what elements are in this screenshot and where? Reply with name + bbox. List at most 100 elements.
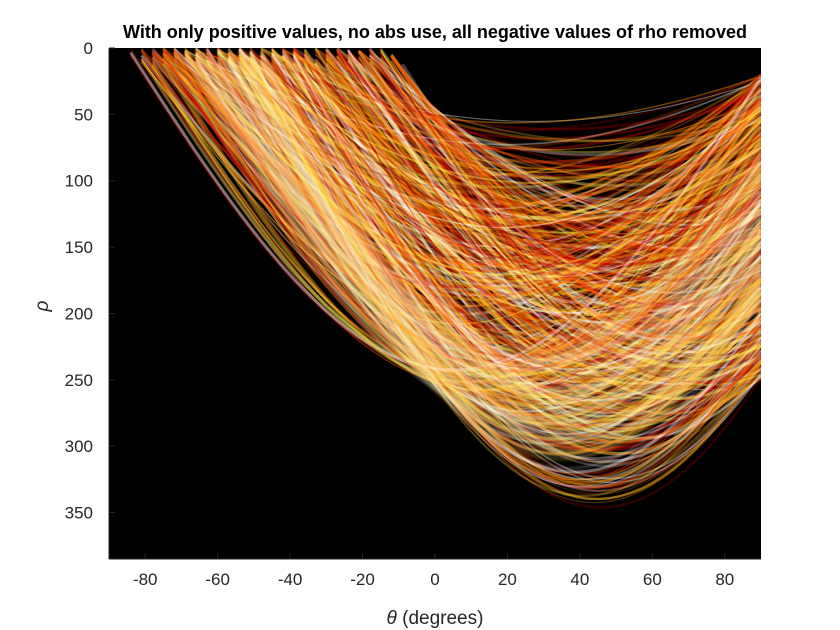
hough-curve xyxy=(271,51,761,268)
hough-curve xyxy=(271,62,761,481)
hough-curve xyxy=(238,48,761,276)
hough-curve xyxy=(238,48,761,274)
hough-curve xyxy=(206,50,761,178)
hough-curve xyxy=(358,57,761,369)
hough-curve xyxy=(217,51,761,312)
hough-curve xyxy=(282,48,761,252)
hough-curve xyxy=(292,51,761,456)
hough-curve xyxy=(227,50,761,275)
hough-curve xyxy=(292,50,761,264)
hough-curve xyxy=(336,56,761,348)
hough-curve xyxy=(260,57,761,315)
hough-curve xyxy=(325,53,761,192)
hough-curve xyxy=(325,54,761,290)
hough-curve xyxy=(249,48,761,245)
hough-curve xyxy=(271,51,761,398)
hough-curve xyxy=(281,54,761,324)
hough-curve xyxy=(249,49,761,228)
bright-band xyxy=(217,59,761,434)
x-tick-label: -40 xyxy=(278,570,303,589)
x-tick-label: 40 xyxy=(570,570,589,589)
bright-band xyxy=(238,51,761,435)
bright-band xyxy=(260,55,761,421)
hough-curve xyxy=(249,55,761,246)
hough-curve xyxy=(293,51,761,455)
hough-curve xyxy=(358,51,761,363)
hough-curve xyxy=(369,54,761,226)
x-axis-label-symbol: θ xyxy=(387,608,398,629)
hough-curve xyxy=(260,51,761,260)
hough-curve xyxy=(270,59,761,315)
hough-curve xyxy=(260,55,761,284)
hough-curve xyxy=(249,49,761,219)
hough-curve xyxy=(293,48,761,160)
hough-curve xyxy=(184,49,761,146)
hough-curve xyxy=(238,53,761,179)
hough-curve xyxy=(260,54,761,263)
hough-curve xyxy=(238,48,761,221)
hough-curve xyxy=(347,53,761,210)
bright-band xyxy=(227,54,761,384)
hough-curve xyxy=(282,52,761,272)
hough-curve xyxy=(325,55,761,214)
chart-title: With only positive values, no abs use, a… xyxy=(123,22,747,42)
hough-curve xyxy=(292,55,761,439)
bright-band xyxy=(249,64,761,469)
hough-curve xyxy=(227,52,761,170)
hough-curve xyxy=(380,60,761,343)
hough-curve xyxy=(249,51,761,235)
hough-curve xyxy=(151,52,761,297)
hough-curve xyxy=(358,62,761,390)
hough-curve xyxy=(281,69,761,488)
hough-curve xyxy=(271,59,761,368)
hough-curve xyxy=(271,51,761,156)
x-axis-label: θ (degrees) xyxy=(387,608,484,629)
hough-curve xyxy=(292,50,761,201)
hough-curve xyxy=(314,51,761,237)
hough-curve xyxy=(293,52,761,225)
y-tick-label: 100 xyxy=(65,172,93,191)
hough-curve xyxy=(271,48,761,214)
y-axis: 0 50 100 150 200 250 300 350 xyxy=(65,39,115,559)
hough-curve xyxy=(336,56,761,300)
hough-curve xyxy=(346,49,761,400)
hough-curve xyxy=(260,48,761,208)
x-tick-label: 60 xyxy=(643,570,662,589)
x-tick-label: 20 xyxy=(498,570,517,589)
x-axis: -80 -60 -40 -20 0 20 40 60 80 xyxy=(109,553,761,589)
bright-band xyxy=(217,66,761,425)
heatmap-curves xyxy=(129,48,761,509)
y-tick-label: 50 xyxy=(74,105,93,124)
hough-curve xyxy=(292,48,761,266)
hough-curve xyxy=(380,58,761,343)
bright-band xyxy=(184,52,761,375)
hough-curve xyxy=(260,48,761,272)
hough-curve xyxy=(325,49,761,207)
hough-curve xyxy=(271,53,761,221)
hough-curve xyxy=(282,48,761,169)
hough-curve xyxy=(270,50,761,249)
hough-curve xyxy=(194,48,761,205)
y-tick-label: 250 xyxy=(65,371,93,390)
hough-curve xyxy=(282,51,761,267)
hough-curve xyxy=(140,60,761,309)
hough-curve xyxy=(390,60,761,386)
hough-curve xyxy=(238,53,761,180)
hough-curve xyxy=(162,56,761,349)
y-tick-label: 350 xyxy=(65,504,93,523)
hough-curve xyxy=(162,52,761,297)
hough-curve xyxy=(293,51,761,177)
hough-curve xyxy=(260,48,761,202)
hough-curve xyxy=(249,55,761,280)
hough-curve xyxy=(325,57,761,246)
hough-curve xyxy=(282,49,761,142)
bright-band xyxy=(249,59,761,452)
hough-curve xyxy=(357,51,761,354)
hough-curve xyxy=(336,49,761,359)
hough-curve xyxy=(227,51,761,238)
hough-curve xyxy=(140,57,761,289)
hough-curve xyxy=(325,65,761,415)
hough-curve xyxy=(358,53,761,229)
hough-curve xyxy=(238,50,761,221)
hough-curve xyxy=(293,52,761,297)
